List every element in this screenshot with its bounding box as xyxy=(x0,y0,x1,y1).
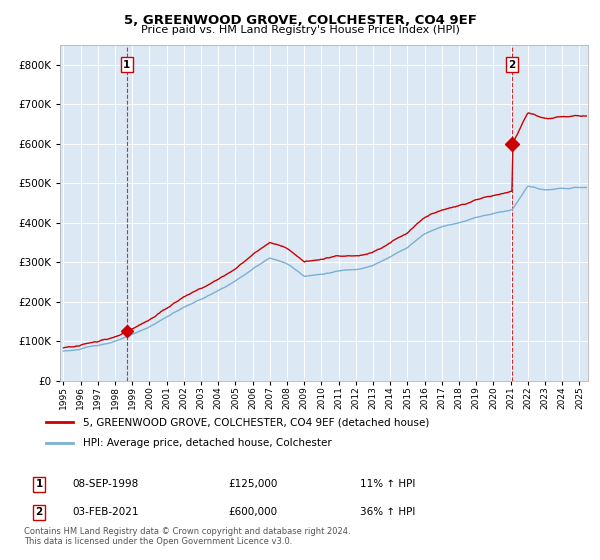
Text: 1: 1 xyxy=(35,479,43,489)
Text: 2: 2 xyxy=(35,507,43,517)
Text: £600,000: £600,000 xyxy=(228,507,277,517)
Text: 08-SEP-1998: 08-SEP-1998 xyxy=(72,479,138,489)
Text: 5, GREENWOOD GROVE, COLCHESTER, CO4 9EF: 5, GREENWOOD GROVE, COLCHESTER, CO4 9EF xyxy=(124,14,476,27)
Text: 36% ↑ HPI: 36% ↑ HPI xyxy=(360,507,415,517)
Text: 2: 2 xyxy=(509,59,516,69)
Text: 5, GREENWOOD GROVE, COLCHESTER, CO4 9EF (detached house): 5, GREENWOOD GROVE, COLCHESTER, CO4 9EF … xyxy=(83,417,430,427)
Text: 1: 1 xyxy=(123,59,131,69)
Text: 03-FEB-2021: 03-FEB-2021 xyxy=(72,507,139,517)
Text: 11% ↑ HPI: 11% ↑ HPI xyxy=(360,479,415,489)
Text: Contains HM Land Registry data © Crown copyright and database right 2024.
This d: Contains HM Land Registry data © Crown c… xyxy=(24,526,350,546)
Text: Price paid vs. HM Land Registry's House Price Index (HPI): Price paid vs. HM Land Registry's House … xyxy=(140,25,460,35)
Text: £125,000: £125,000 xyxy=(228,479,277,489)
Text: HPI: Average price, detached house, Colchester: HPI: Average price, detached house, Colc… xyxy=(83,438,332,448)
